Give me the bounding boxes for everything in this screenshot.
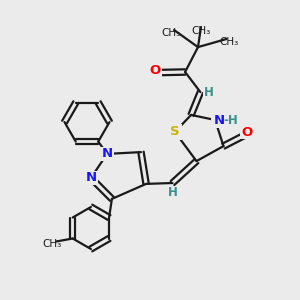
Text: -H: -H — [223, 113, 238, 127]
Text: N: N — [214, 113, 225, 127]
Polygon shape — [240, 126, 254, 139]
Text: CH₃: CH₃ — [42, 239, 61, 249]
Polygon shape — [100, 147, 114, 161]
Polygon shape — [167, 124, 182, 140]
Text: N: N — [101, 147, 113, 161]
Text: S: S — [170, 125, 180, 139]
Text: N: N — [85, 171, 97, 184]
Text: H: H — [168, 185, 177, 199]
Polygon shape — [84, 171, 98, 184]
Polygon shape — [148, 64, 162, 77]
Polygon shape — [211, 112, 235, 128]
Text: O: O — [241, 126, 253, 139]
Polygon shape — [167, 187, 178, 197]
Text: CH₃: CH₃ — [191, 26, 211, 36]
Polygon shape — [203, 87, 214, 98]
Text: CH₃: CH₃ — [161, 28, 181, 38]
Text: H: H — [204, 85, 214, 99]
Text: O: O — [149, 64, 161, 77]
Text: CH₃: CH₃ — [220, 37, 239, 47]
